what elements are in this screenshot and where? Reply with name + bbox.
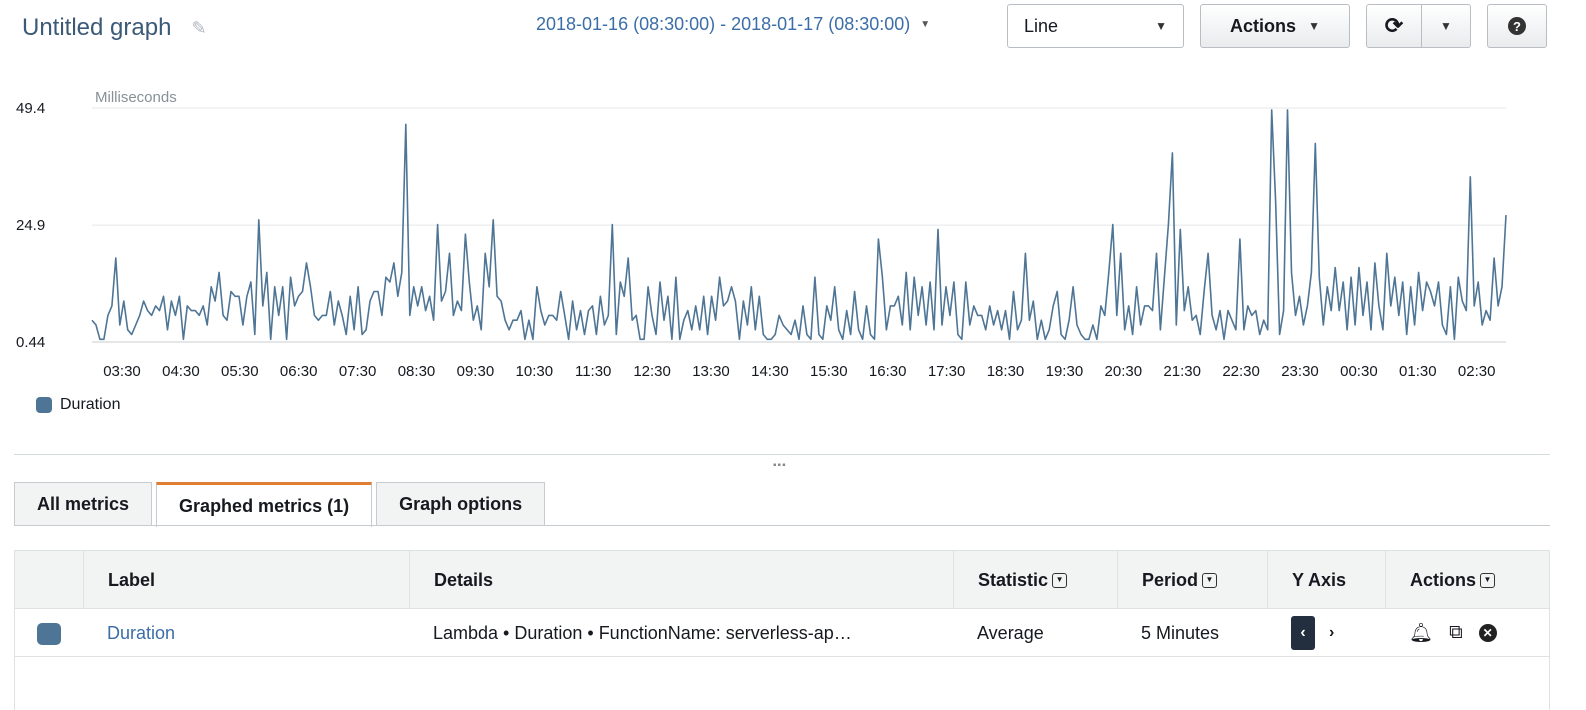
chevron-down-icon: ▼ bbox=[1440, 19, 1452, 33]
x-tick-label: 09:30 bbox=[457, 363, 495, 380]
metric-actions: 🔔︎ ⧉ ✕ bbox=[1385, 609, 1497, 657]
bell-icon[interactable]: 🔔︎ bbox=[1409, 623, 1434, 644]
copy-icon[interactable]: ⧉ bbox=[1449, 622, 1463, 643]
column-header-period-text: Period bbox=[1142, 569, 1199, 590]
time-range-text: 2018-01-16 (08:30:00) - 2018-01-17 (08:3… bbox=[536, 14, 911, 34]
y-axis-label: Milliseconds bbox=[95, 89, 177, 106]
x-tick-label: 20:30 bbox=[1105, 363, 1143, 380]
chevron-down-icon: ▼ bbox=[1155, 19, 1167, 33]
y-tick-label: 0.44 bbox=[16, 334, 45, 351]
y-tick-label: 49.4 bbox=[16, 100, 45, 117]
x-tick-label: 11:30 bbox=[575, 363, 611, 380]
refresh-icon: ⟳ bbox=[1384, 13, 1404, 38]
chevron-right-icon[interactable]: › bbox=[1329, 624, 1335, 641]
sort-dropdown-icon[interactable]: ▼ bbox=[1202, 572, 1218, 588]
column-header-y-axis: Y Axis bbox=[1267, 551, 1385, 609]
x-tick-label: 03:30 bbox=[103, 363, 141, 380]
actions-label: Actions bbox=[1230, 15, 1297, 36]
time-range-selector[interactable]: 2018-01-16 (08:30:00) - 2018-01-17 (08:3… bbox=[536, 14, 930, 35]
actions-button[interactable]: Actions ▼ bbox=[1200, 4, 1350, 48]
x-axis-ticks: 03:30 04:30 05:30 06:30 07:30 08:30 09:30 10:30… bbox=[103, 363, 1495, 380]
question-icon: ? bbox=[1508, 17, 1526, 35]
column-header-actions-text: Actions bbox=[1410, 569, 1477, 590]
tab-underline bbox=[14, 525, 1550, 526]
x-tick-label: 01:30 bbox=[1399, 363, 1437, 380]
series-line-duration bbox=[91, 109, 1507, 341]
x-tick-label: 15:30 bbox=[810, 363, 848, 380]
x-tick-label: 18:30 bbox=[987, 363, 1025, 380]
graph-title-text: Untitled graph bbox=[22, 14, 172, 41]
metric-statistic[interactable]: Average bbox=[977, 622, 1044, 643]
graphed-metrics-table: Label Details Statistic ▼ Period ▼ Y Axi… bbox=[14, 550, 1550, 710]
x-tick-label: 06:30 bbox=[280, 363, 318, 380]
x-tick-label: 14:30 bbox=[751, 363, 789, 380]
metric-color-swatch[interactable] bbox=[37, 623, 61, 645]
x-tick-label: 19:30 bbox=[1046, 363, 1084, 380]
y-tick-label: 24.9 bbox=[16, 217, 45, 234]
chevron-down-icon: ▼ bbox=[1308, 19, 1320, 33]
y-axis-ticks: 0.44 24.9 49.4 bbox=[16, 100, 45, 351]
refresh-options-button[interactable]: ▼ bbox=[1421, 4, 1471, 48]
pencil-icon[interactable]: ✎ bbox=[191, 17, 207, 38]
x-tick-label: 04:30 bbox=[162, 363, 200, 380]
column-header-actions[interactable]: Actions ▼ bbox=[1385, 551, 1551, 609]
x-tick-label: 10:30 bbox=[516, 363, 554, 380]
x-tick-label: 16:30 bbox=[869, 363, 907, 380]
x-tick-label: 22:30 bbox=[1222, 363, 1260, 380]
column-header-y-axis-text: Y Axis bbox=[1292, 569, 1347, 590]
legend-label: Duration bbox=[60, 396, 121, 413]
column-header-statistic-text: Statistic bbox=[978, 569, 1049, 590]
metrics-tabs: All metrics Graphed metrics (1) Graph op… bbox=[14, 482, 546, 527]
x-tick-label: 23:30 bbox=[1281, 363, 1319, 380]
resize-handle-icon[interactable]: ▪▪▪ bbox=[773, 460, 787, 471]
x-tick-label: 05:30 bbox=[221, 363, 259, 380]
x-tick-label: 07:30 bbox=[339, 363, 377, 380]
tab-graph-options[interactable]: Graph options bbox=[376, 482, 546, 526]
help-button[interactable]: ? bbox=[1487, 4, 1547, 48]
chevron-left-icon[interactable]: ‹ bbox=[1291, 616, 1315, 650]
x-tick-label: 17:30 bbox=[928, 363, 966, 380]
column-header-period[interactable]: Period ▼ bbox=[1117, 551, 1267, 609]
chart-legend[interactable]: Duration bbox=[36, 396, 120, 414]
panel-divider bbox=[14, 454, 1550, 455]
tab-all-metrics[interactable]: All metrics bbox=[14, 482, 153, 526]
chart-type-select[interactable]: Line ▼ bbox=[1007, 4, 1184, 48]
x-tick-label: 02:30 bbox=[1458, 363, 1496, 380]
chevron-down-icon: ▼ bbox=[920, 19, 931, 30]
column-header-details: Details bbox=[409, 551, 953, 609]
sort-dropdown-icon[interactable]: ▼ bbox=[1052, 572, 1068, 588]
table-row: Duration Lambda • Duration • FunctionNam… bbox=[15, 609, 1549, 657]
metric-y-axis: ‹ › bbox=[1267, 609, 1334, 657]
column-header-statistic[interactable]: Statistic ▼ bbox=[953, 551, 1117, 609]
sort-dropdown-icon[interactable]: ▼ bbox=[1480, 572, 1496, 588]
metric-details: Lambda • Duration • FunctionName: server… bbox=[433, 622, 852, 643]
x-tick-label: 13:30 bbox=[692, 363, 730, 380]
close-icon[interactable]: ✕ bbox=[1478, 624, 1497, 642]
duration-line-chart: Milliseconds 0.44 24.9 49.4 03:30 04:30 05:3… bbox=[16, 89, 1507, 380]
column-header-label-text: Label bbox=[108, 569, 156, 590]
chart-grid bbox=[92, 107, 1506, 343]
refresh-button[interactable]: ⟳ bbox=[1366, 4, 1422, 48]
column-header-label: Label bbox=[83, 551, 409, 609]
chart-type-value: Line bbox=[1024, 15, 1059, 36]
legend-swatch bbox=[36, 397, 52, 413]
x-tick-label: 12:30 bbox=[633, 363, 671, 380]
metric-label[interactable]: Duration bbox=[107, 622, 176, 643]
graph-title: Untitled graph ✎ bbox=[22, 14, 207, 42]
x-tick-label: 00:30 bbox=[1340, 363, 1378, 380]
x-tick-label: 21:30 bbox=[1163, 363, 1201, 380]
column-header-details-text: Details bbox=[434, 569, 494, 590]
tab-graphed-metrics[interactable]: Graphed metrics (1) bbox=[156, 482, 373, 527]
x-tick-label: 08:30 bbox=[398, 363, 436, 380]
table-header: Label Details Statistic ▼ Period ▼ Y Axi… bbox=[15, 551, 1549, 609]
metric-period[interactable]: 5 Minutes bbox=[1141, 622, 1220, 643]
